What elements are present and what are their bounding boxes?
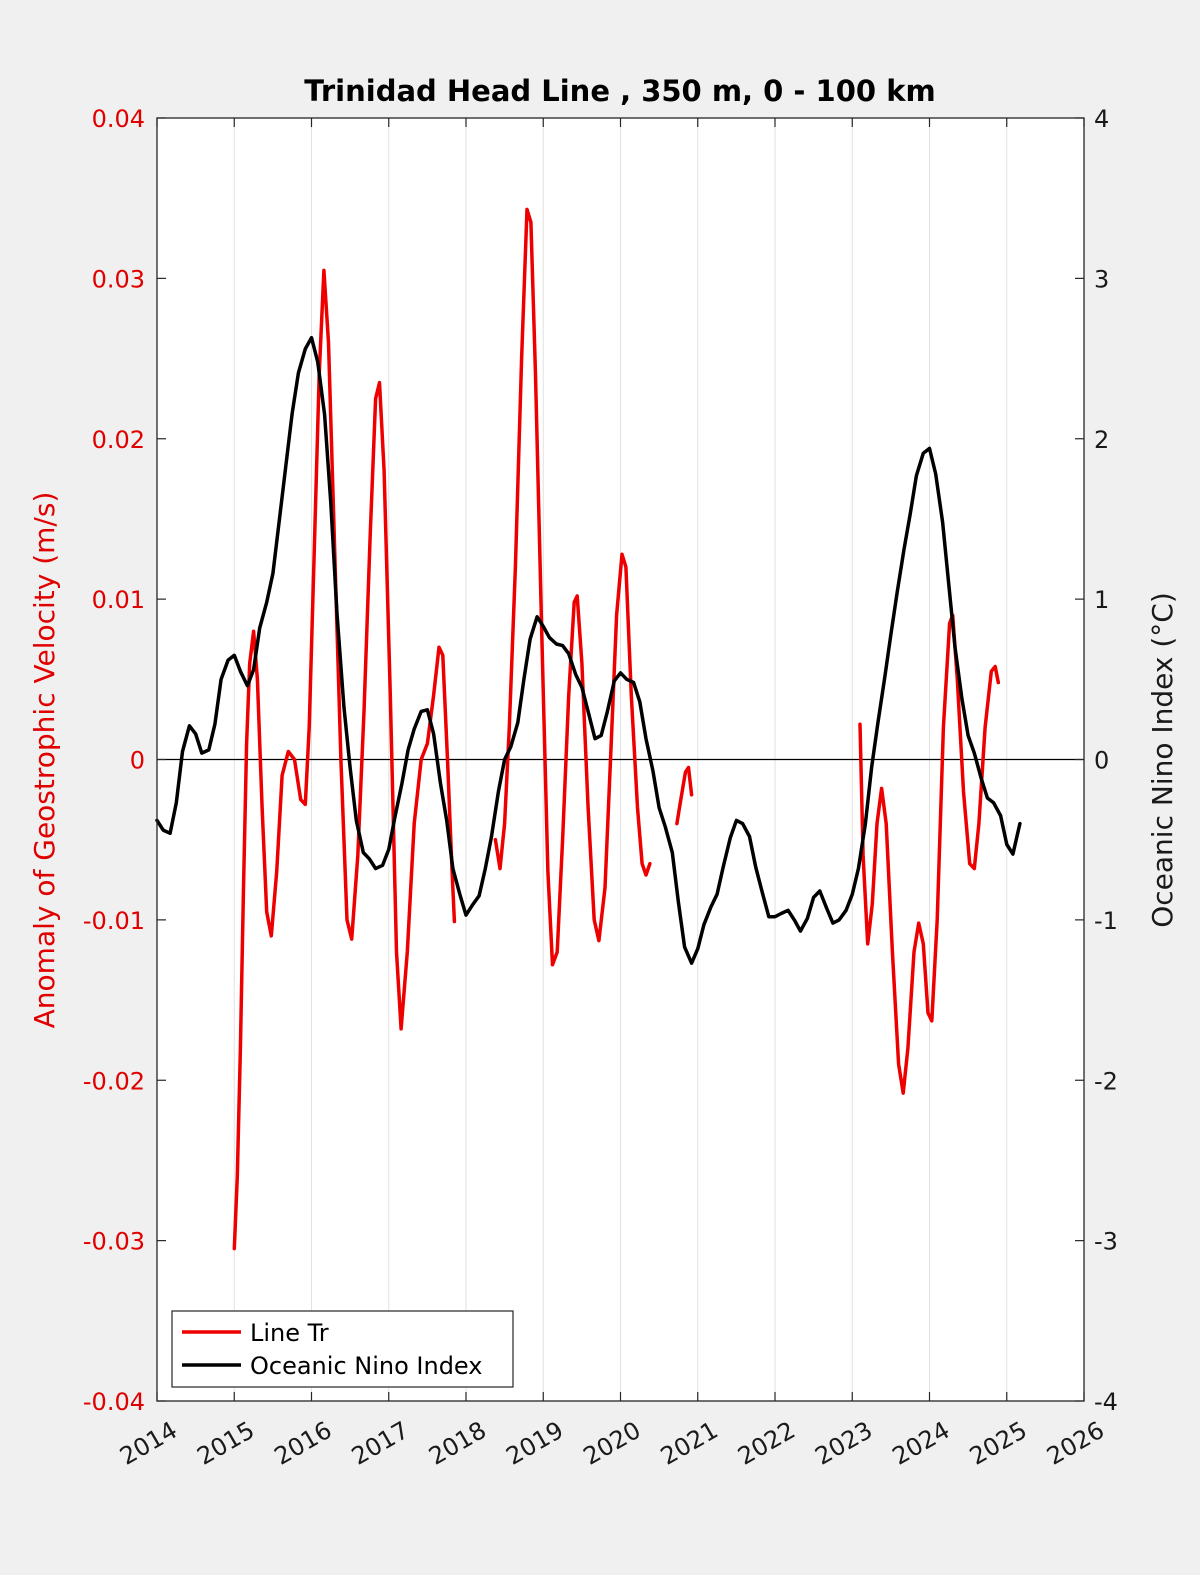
line-tr-series-segment-3 (858, 613, 1001, 1095)
x-tick-label: 2018 (424, 1416, 491, 1471)
x-tick-label: 2015 (192, 1416, 259, 1471)
x-tick-label: 2019 (501, 1416, 568, 1471)
y-tick-label-left: -0.04 (83, 1388, 145, 1416)
y-tick-label-left: -0.01 (83, 907, 145, 935)
x-tick-label: 2020 (579, 1416, 646, 1471)
x-tick-label: 2017 (347, 1416, 414, 1471)
y-tick-label-right: 2 (1094, 426, 1109, 454)
y-tick-label-right: -3 (1094, 1228, 1118, 1256)
y-tick-label-right: 3 (1094, 265, 1109, 293)
series-layer (155, 207, 1022, 1251)
y-tick-label-left: 0.01 (92, 586, 145, 614)
x-tick-label: 2026 (1042, 1416, 1109, 1471)
y-axis-label-left: Anomaly of Geostrophic Velocity (m/s) (28, 492, 61, 1029)
legend-label-oni: Oceanic Nino Index (250, 1352, 482, 1380)
y-tick-label-right: -4 (1094, 1388, 1118, 1416)
x-tick-label: 2025 (965, 1416, 1032, 1471)
y-tick-label-left: 0 (130, 747, 145, 775)
y-tick-label-right: -2 (1094, 1067, 1118, 1095)
x-tick-label: 2014 (115, 1416, 182, 1471)
x-tick-label: 2021 (656, 1416, 723, 1471)
line-tr-series-segment-1 (493, 207, 652, 967)
chart-title: Trinidad Head Line , 350 m, 0 - 100 km (304, 74, 935, 108)
y-tick-label-left: -0.03 (83, 1228, 145, 1256)
y-tick-label-left: -0.02 (83, 1067, 145, 1095)
y-tick-label-right: 0 (1094, 747, 1109, 775)
y-tick-label-right: 1 (1094, 586, 1109, 614)
y-tick-label-left: 0.03 (92, 265, 145, 293)
x-tick-label: 2016 (270, 1416, 337, 1471)
x-tick-label: 2023 (810, 1416, 877, 1471)
x-tick-label: 2022 (733, 1416, 800, 1471)
y-tick-label-left: 0.02 (92, 426, 145, 454)
y-tick-label-left: 0.04 (92, 105, 145, 133)
x-tick-label: 2024 (888, 1416, 955, 1471)
y-tick-label-right: -1 (1094, 907, 1118, 935)
legend: Line Tr Oceanic Nino Index (171, 1310, 514, 1388)
y-tick-label-right: 4 (1094, 105, 1109, 133)
legend-label-line-tr: Line Tr (250, 1319, 329, 1347)
legend-box (171, 1310, 514, 1388)
oceanic-nino-index-series-segment-0 (155, 335, 1022, 965)
line-tr-series-segment-2 (675, 765, 694, 826)
y-axis-label-right: Oceanic Nino Index (°C) (1146, 592, 1179, 928)
